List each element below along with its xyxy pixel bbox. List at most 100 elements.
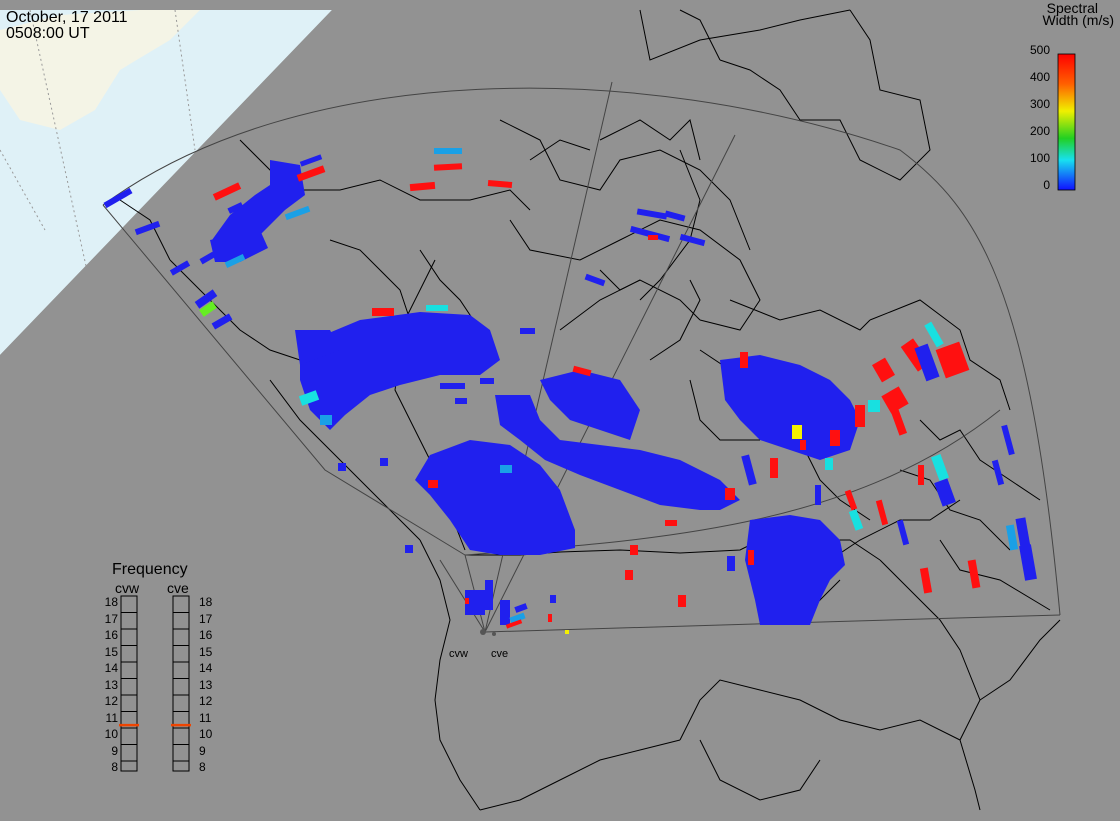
frequency-tick-left: 8 [111,760,118,774]
scatter-cell [505,619,523,629]
scatter-region [415,440,575,555]
scatter-cell [485,580,493,610]
scatter-cell [224,254,246,268]
frequency-tick-left: 10 [104,727,118,741]
scatter-cell [194,289,218,309]
scatter-cell [380,458,388,466]
frequency-right-name: cve [167,580,189,596]
scatter-region [210,230,268,262]
scatter-cell [199,251,216,265]
scatter-cell [890,409,908,436]
scatter-cell [440,383,465,389]
scatter-cell [405,545,413,553]
scatter-region [495,395,740,510]
scatter-cell [296,165,326,182]
scatter-cell [465,598,469,604]
colorbar [1057,53,1076,191]
scatter-region [540,370,640,440]
radar-site-cve [492,632,496,636]
scatter-cell [844,489,858,511]
scatter-cell [372,308,394,316]
frequency-tick-right: 18 [199,595,213,609]
scatter-cell [500,465,512,473]
scatter-cell [103,187,133,209]
scatter-cell [428,480,438,488]
scatter-cell [914,343,940,382]
scatter-cell [800,440,806,450]
scatter-cell [935,341,970,379]
frequency-tick-left: 11 [105,710,118,725]
frequency-tick-right: 8 [199,760,206,774]
scatter-cell [520,328,535,334]
scatter-cell [509,612,526,624]
scatter-cell [868,400,880,412]
scatter-cell [212,182,242,201]
frequency-tick-left: 17 [104,611,118,626]
colorbar-tick: 200 [1029,124,1050,138]
scatter-cell [433,163,463,171]
meridian-dotted [0,9,196,331]
frequency-tick-left: 15 [104,644,118,659]
scatter-cell [211,313,233,330]
frequency-tick-left: 13 [104,677,118,692]
scatter-cell [918,465,924,485]
frequency-left-name: cvw [115,580,140,596]
scatter-cell [924,321,944,348]
colorbar-title-line2: Width (m/s) [1042,12,1114,28]
frequency-tick-right: 12 [199,694,213,708]
frequency-tick-left: 9 [111,743,118,758]
time-label: 0508:00 UT [6,25,90,42]
scatter-region [720,355,860,460]
scatter-cell [625,570,633,580]
colorbar-tick: 0 [1043,178,1050,192]
scatter-region [300,312,500,430]
radar-site-cvw [480,629,486,635]
scatter-cell [550,595,556,603]
frequency-tick-right: 13 [199,677,213,692]
frequency-gauge-right [171,595,191,772]
scatter-cell [725,488,735,500]
frequency-tick-right: 14 [199,661,213,675]
scatter-cell [934,478,956,507]
scatter-cell [434,148,462,154]
scatter-cell [134,220,161,236]
frequency-tick-right: 16 [199,628,213,642]
scatter-cell [298,390,320,406]
scatter-cell [815,485,821,505]
frequency-tick-right: 11 [199,710,212,725]
frequency-tick-right: 17 [199,611,213,626]
radar-site-label-cvw: cvw [449,648,468,660]
scatter-cell [338,463,346,471]
frequency-gauge-left [119,595,139,772]
scatter-cell [740,352,748,368]
colorbar-tick: 300 [1029,97,1050,111]
scatter-cell [727,556,735,571]
scatter-cell [636,208,668,220]
arctic-land [0,10,200,130]
scatter-cell [199,301,217,317]
scatter-cell [227,202,244,214]
scatter-region [295,330,340,365]
colorbar-title-line1: Spectral [1046,0,1098,16]
scatter-cell [487,179,513,189]
scatter-cell [830,430,840,446]
scatter-cell [770,458,778,478]
scatter-cell [679,233,706,247]
scatter-cell [931,454,949,481]
scatter-cell [665,520,677,526]
scatter-cell [480,378,494,384]
scatter-cell [855,405,865,427]
scatter-cell [500,600,510,625]
scatter-cell [320,415,332,425]
scatter-region [745,515,845,625]
frequency-tick-left: 12 [104,694,118,708]
colorbar-tick: 500 [1029,43,1050,57]
scatter-cell [299,154,323,167]
scatter-cell [548,614,552,622]
scatter-cell [881,386,909,414]
scatter-cell [284,205,311,221]
scatter-cell [748,550,754,565]
scatter-cell [514,603,528,613]
